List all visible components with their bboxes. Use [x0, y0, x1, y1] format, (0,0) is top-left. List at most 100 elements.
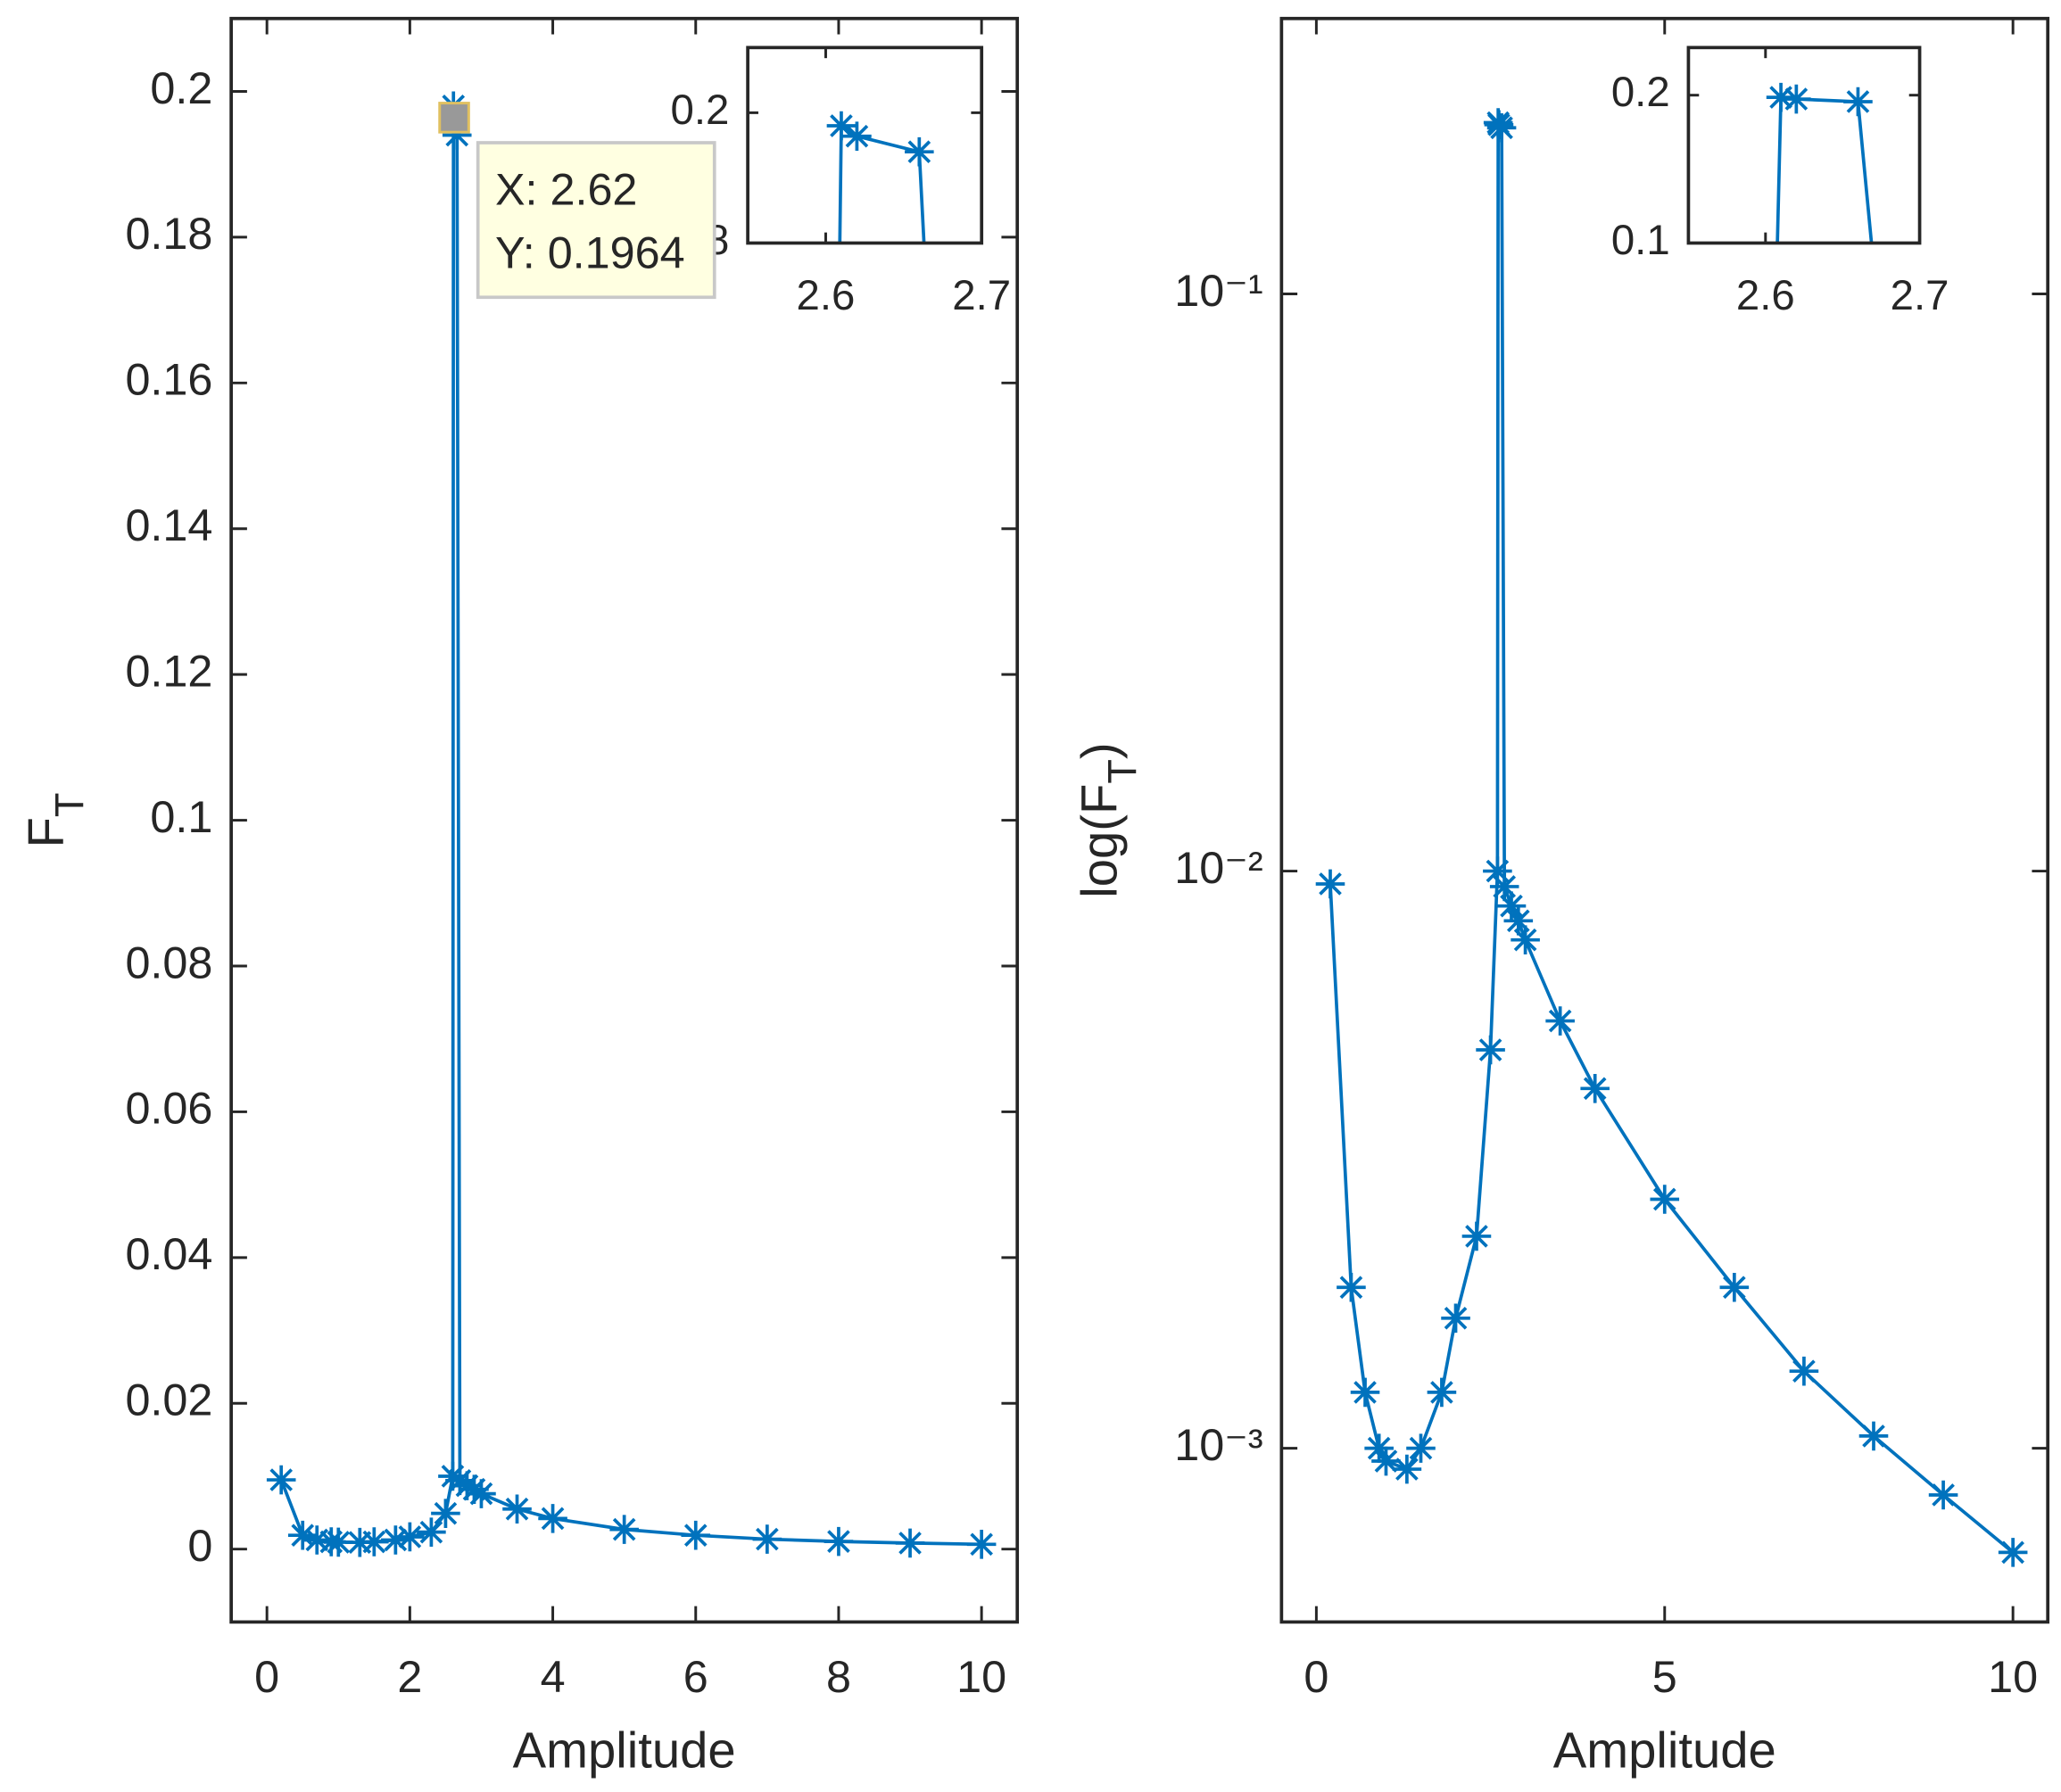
marker [1928, 1480, 1958, 1510]
datatip-box [476, 141, 716, 300]
y-tick-label: 0.16 [125, 354, 212, 405]
marker [895, 1528, 925, 1558]
plot-area [55, 82, 1874, 1241]
y-tick-label: 10⁻¹ [1174, 265, 1262, 316]
marker [1461, 1221, 1492, 1251]
x-tick-label: 0 [254, 1651, 279, 1702]
x-tick-label: 2.6 [797, 272, 856, 319]
y-tick-label: 10⁻² [1174, 842, 1262, 893]
marker [538, 1504, 567, 1533]
marker [1350, 1377, 1380, 1408]
y-tick-label: 0.06 [125, 1083, 212, 1134]
x-tick-label: 2.6 [1736, 272, 1795, 319]
x-tick-label: 8 [826, 1651, 851, 1702]
marker [431, 1499, 460, 1528]
y-tick-label: 0.2 [671, 87, 730, 134]
axes-box [1279, 16, 2050, 1624]
y-tick-label: 0.04 [125, 1228, 212, 1279]
y-tick-label: 0.12 [125, 645, 212, 696]
marker [417, 1517, 446, 1547]
y-tick-label: 0.14 [125, 500, 212, 550]
x-tick-label: 6 [683, 1651, 708, 1702]
marker [1998, 1538, 2028, 1567]
marker [1545, 1006, 1575, 1036]
marker [438, 1461, 468, 1491]
marker [1782, 84, 1811, 114]
marker [826, 111, 857, 141]
marker [1441, 1303, 1470, 1334]
marker [905, 136, 934, 167]
axes: 0 5 10 10⁻³ 10⁻² 10⁻¹ [1174, 16, 2050, 1702]
marker [381, 1525, 410, 1555]
x-tick-label: 0 [1304, 1651, 1328, 1702]
marker [1766, 82, 1796, 112]
marker [1427, 1377, 1457, 1408]
marker [1392, 1454, 1422, 1484]
marker [1503, 906, 1534, 936]
marker [452, 1471, 482, 1500]
x-tick-label: 2 [397, 1651, 422, 1702]
y-tick-label: 0.1 [1611, 217, 1670, 264]
marker [287, 1520, 318, 1550]
y-tick-label: 0.1 [150, 791, 212, 842]
marker [442, 120, 472, 150]
marker [1511, 925, 1540, 954]
marker [681, 1520, 711, 1550]
y-axis-label: FT [18, 793, 93, 848]
marker [1483, 856, 1512, 886]
marker [302, 1525, 332, 1555]
x-tick-label: 5 [1652, 1651, 1677, 1702]
plot-area [826, 111, 1153, 1375]
marker [1486, 112, 1517, 143]
marker [1315, 869, 1345, 899]
marker [323, 1527, 353, 1557]
marker [459, 1474, 489, 1504]
y-axis-label: log(FT) [1071, 742, 1146, 897]
y-tick-label: 0.08 [125, 937, 212, 987]
datatip-text: Y: 0.1964 [495, 227, 685, 278]
inset-axes: 2.6 2.7 0.1 0.2 [55, 45, 1949, 1241]
y-tick-label: 0 [187, 1520, 212, 1571]
x-tick-label: 10 [956, 1651, 1006, 1702]
marker [467, 1479, 496, 1508]
marker [1843, 87, 1873, 117]
marker [1719, 1272, 1750, 1302]
axes-box [229, 16, 1020, 1624]
marker [360, 1527, 389, 1557]
marker [842, 121, 872, 151]
marker [395, 1522, 425, 1552]
axes-background [1688, 47, 1920, 244]
marker [824, 1526, 854, 1557]
y-tick-label: 10⁻³ [1174, 1419, 1262, 1470]
marker [1496, 891, 1527, 921]
marker [502, 1494, 532, 1524]
marker [609, 1515, 639, 1544]
x-tick-label: 2.7 [952, 272, 1011, 319]
axes-box [1686, 45, 1922, 245]
x-tick-label: 10 [1988, 1651, 2038, 1702]
marker [966, 1530, 997, 1559]
marker [1650, 1185, 1680, 1214]
x-tick-label: 2.7 [1891, 272, 1949, 319]
y-tick-label: 0.02 [125, 1375, 212, 1425]
marker [1476, 1035, 1505, 1065]
marker [1858, 1421, 1889, 1451]
y-tick-label: 0.2 [1611, 69, 1670, 116]
marker [1364, 1433, 1394, 1463]
marker [266, 1465, 296, 1495]
marker [1789, 1356, 1819, 1386]
x-axis-label: Amplitude [1553, 1722, 1776, 1778]
marker [752, 1524, 782, 1554]
marker [1406, 1433, 1436, 1463]
marker [1337, 1272, 1366, 1302]
marker [1489, 871, 1519, 902]
datatip-marker [438, 102, 470, 134]
marker [1123, 1345, 1153, 1375]
datatip-text: X: 2.62 [495, 164, 638, 215]
axes-background [1281, 18, 2049, 1623]
marker [1371, 1446, 1401, 1476]
x-tick-label: 4 [541, 1651, 566, 1702]
marker [55, 1211, 85, 1241]
y-tick-label: 0.2 [150, 62, 212, 113]
